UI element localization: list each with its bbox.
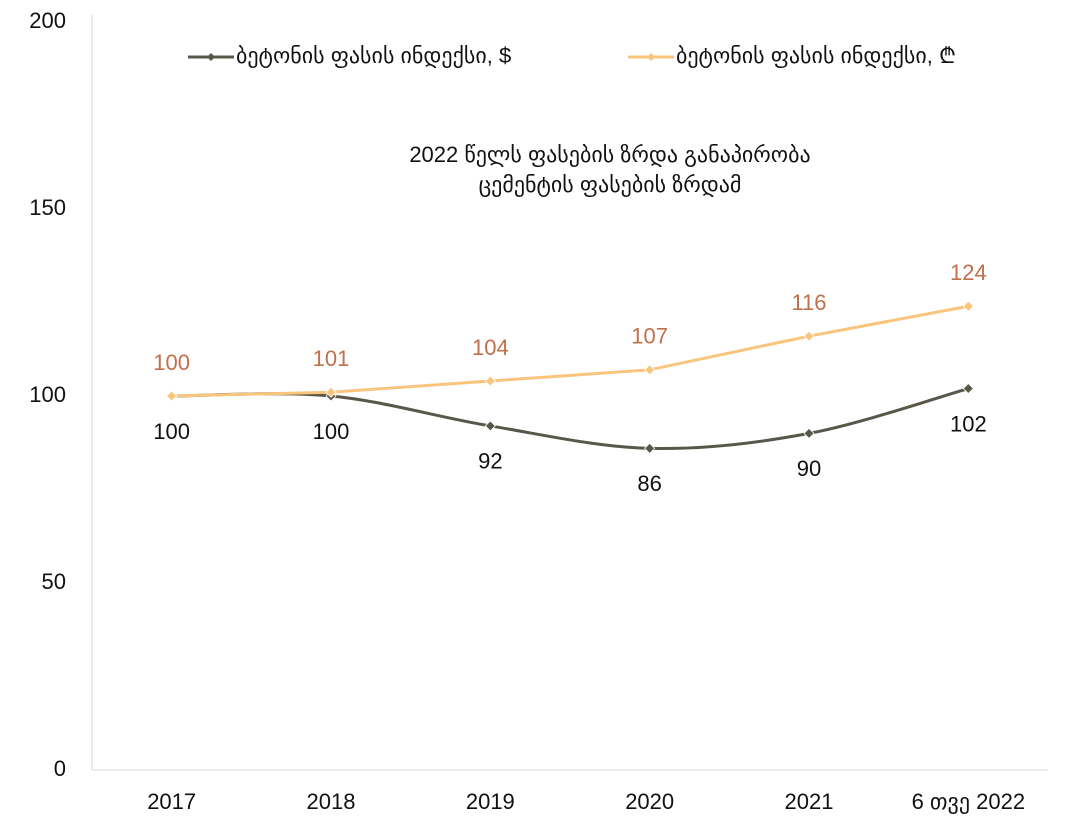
marker	[962, 300, 974, 312]
data-label: 102	[950, 411, 987, 436]
data-label: 124	[950, 260, 987, 285]
data-label: 116	[791, 290, 826, 315]
legend-label: ბეტონის ფასის ინდექსი, ₾	[676, 43, 956, 68]
legend-marker	[647, 53, 655, 61]
y-tick-label: 150	[29, 195, 66, 220]
marker	[325, 386, 337, 398]
annotation: ცემენტის ფასების ზრდამ	[479, 172, 742, 197]
marker	[803, 427, 815, 439]
annotation: 2022 წელს ფასების ზრდა განაპირობა	[409, 142, 810, 167]
marker	[803, 330, 815, 342]
data-label: 90	[797, 456, 821, 481]
legend-marker	[207, 53, 215, 61]
data-label: 104	[472, 335, 509, 360]
marker	[644, 364, 656, 376]
y-tick-label: 0	[54, 756, 66, 781]
data-label: 100	[153, 419, 190, 444]
data-label: 92	[478, 449, 502, 474]
series-line	[171, 387, 969, 451]
y-tick-label: 100	[29, 382, 66, 407]
data-label: 86	[637, 471, 661, 496]
x-tick-label: 2019	[466, 789, 515, 814]
y-tick-label: 200	[29, 8, 66, 33]
data-label: 100	[153, 350, 190, 375]
marker	[484, 420, 496, 432]
data-label: 101	[313, 346, 350, 371]
data-label: 100	[313, 419, 350, 444]
legend-label: ბეტონის ფასის ინდექსი, $	[236, 43, 511, 68]
x-tick-label: 2020	[625, 789, 674, 814]
x-tick-label: 2021	[785, 789, 834, 814]
series-line	[171, 304, 969, 398]
marker	[962, 382, 974, 395]
marker	[166, 390, 178, 402]
x-tick-label: 2017	[147, 789, 196, 814]
marker	[644, 442, 656, 454]
y-tick-label: 50	[42, 569, 66, 594]
x-tick-label: 2018	[307, 789, 356, 814]
data-label: 107	[631, 324, 668, 349]
x-tick-label: 6 თვე 2022	[912, 789, 1025, 814]
marker	[484, 375, 496, 387]
